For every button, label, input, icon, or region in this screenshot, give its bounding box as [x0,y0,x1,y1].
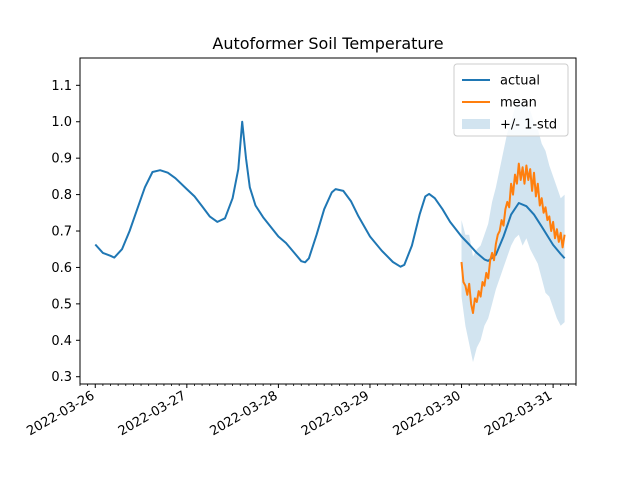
legend-label: +/- 1-std [500,118,557,133]
chart-title: Autoformer Soil Temperature [212,34,443,53]
legend-label: actual [500,74,540,89]
series-line-layer [94,120,566,314]
y-tick-label: 0.9 [51,152,72,167]
y-tick-label: 1.0 [51,115,72,130]
legend-label: mean [500,96,537,111]
y-tick-label: 0.8 [51,188,72,203]
y-tick-label: 0.3 [51,370,72,385]
plot-area-frame [79,57,577,385]
y-tick-label: 0.6 [51,261,72,276]
y-tick-label: 1.1 [51,79,72,94]
legend-swatch-band [462,119,490,129]
legend-box [453,63,569,137]
y-tick-label: 0.5 [51,297,72,312]
std-band-layer [461,99,565,363]
series-line-actual [94,120,566,268]
y-axis: 0.3 0.4 0.5 0.6 0.7 0.8 0.9 1.0 1.1 [51,79,80,385]
y-tick-label: 0.4 [51,334,72,349]
series-line-mean [460,162,566,314]
series-band-std [461,99,565,363]
legend: actual mean +/- 1-std [453,63,569,137]
y-tick-label: 0.7 [51,225,72,240]
